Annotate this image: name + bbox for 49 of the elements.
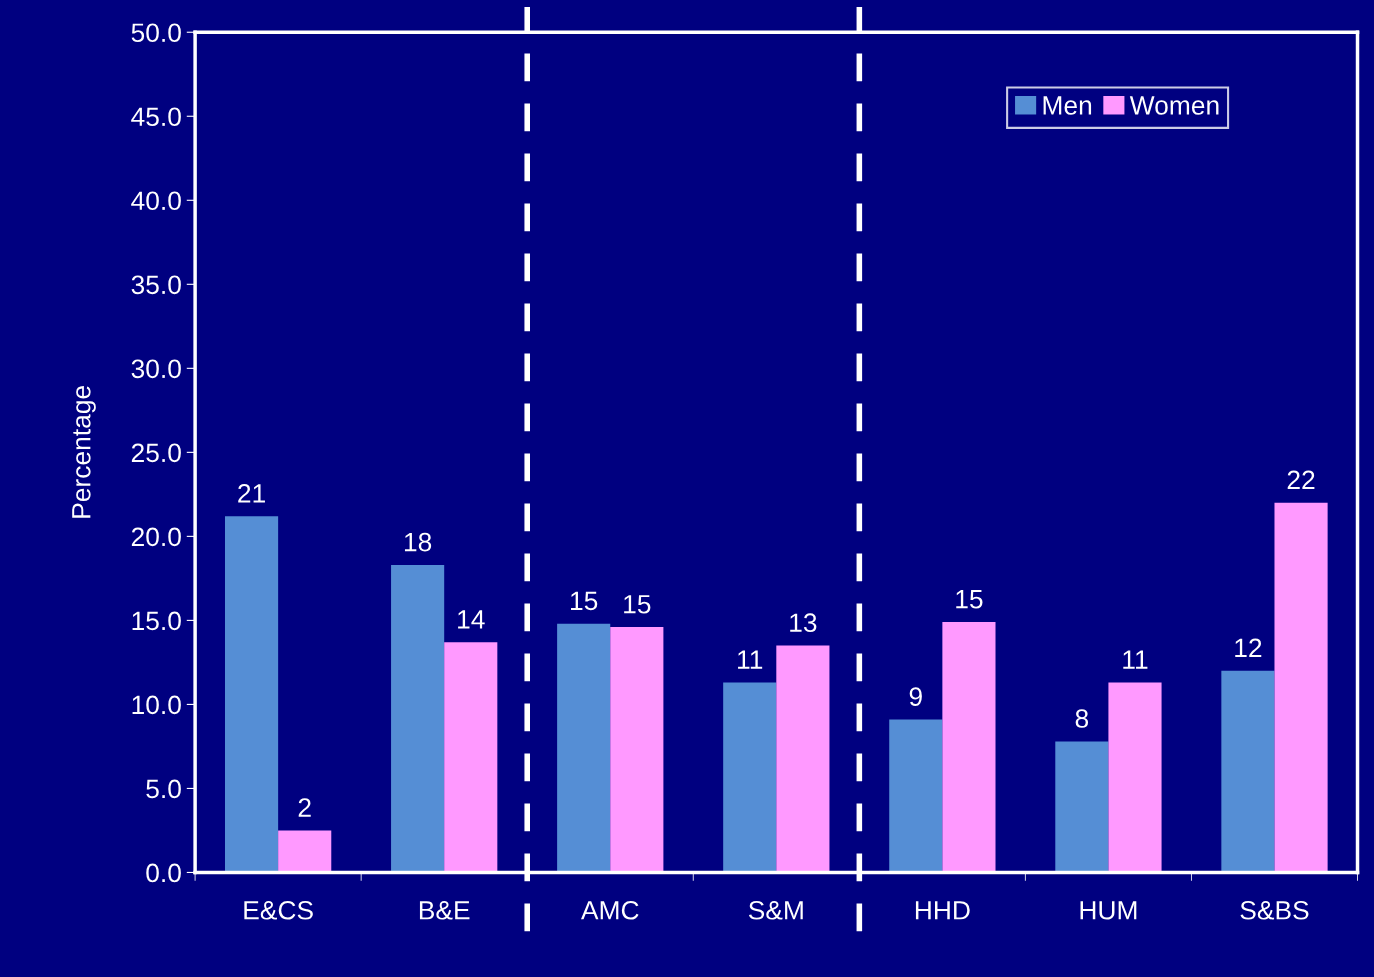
data-label: 13 <box>790 613 817 633</box>
bar <box>225 516 279 873</box>
bar <box>278 830 332 873</box>
bar <box>776 645 830 873</box>
x-tick-label: S&M <box>748 900 803 920</box>
data-label: 15 <box>624 595 651 614</box>
data-label: 14 <box>458 610 485 629</box>
bar <box>391 564 445 873</box>
data-label: 12 <box>1235 638 1262 657</box>
y-tick-label: 35.0 <box>131 275 181 295</box>
y-axis-title: Percentage <box>72 386 96 518</box>
y-tick-label: 0.0 <box>146 863 181 883</box>
bar <box>1221 670 1275 873</box>
bar <box>889 719 943 873</box>
x-tick-label: AMC <box>580 900 639 920</box>
data-label: 8 <box>1075 709 1089 728</box>
y-tick-label: 40.0 <box>131 191 181 211</box>
data-label: 15 <box>571 591 598 611</box>
legend-label: Men <box>1043 96 1092 115</box>
bar <box>1108 682 1162 873</box>
data-label: 2 <box>298 798 311 817</box>
y-tick-label: 20.0 <box>131 527 181 547</box>
bar <box>723 682 777 873</box>
bar <box>610 627 664 873</box>
y-tick-label: 50.0 <box>131 23 181 43</box>
data-label: 21 <box>238 483 265 503</box>
bar <box>1274 502 1328 873</box>
x-tick-label: HUM <box>1080 901 1137 920</box>
y-tick-label: 25.0 <box>131 443 181 463</box>
data-label: 11 <box>738 650 763 669</box>
y-tick-label: 10.0 <box>132 695 181 715</box>
x-tick-label: B&E <box>419 901 470 920</box>
data-label: 15 <box>956 590 983 609</box>
x-tick-label: E&CS <box>244 900 313 920</box>
y-tick-label: 15.0 <box>132 611 181 631</box>
legend-label: Women <box>1129 96 1219 115</box>
y-tick-label: 45.0 <box>131 107 181 127</box>
bar <box>1055 741 1109 873</box>
bar <box>942 622 996 873</box>
data-label: 18 <box>404 532 432 552</box>
y-tick-label: 30.0 <box>131 359 181 379</box>
x-tick-label: HHD <box>915 901 970 920</box>
data-label: 22 <box>1287 470 1315 489</box>
data-label: 11 <box>1123 650 1148 669</box>
data-label: 9 <box>909 687 922 706</box>
bar <box>557 623 611 873</box>
y-tick-label: 5.0 <box>146 779 181 799</box>
x-tick-label: S&BS <box>1240 900 1309 920</box>
bar <box>444 642 498 873</box>
